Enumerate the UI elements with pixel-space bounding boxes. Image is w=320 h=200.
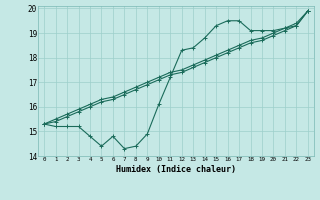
X-axis label: Humidex (Indice chaleur): Humidex (Indice chaleur) bbox=[116, 165, 236, 174]
